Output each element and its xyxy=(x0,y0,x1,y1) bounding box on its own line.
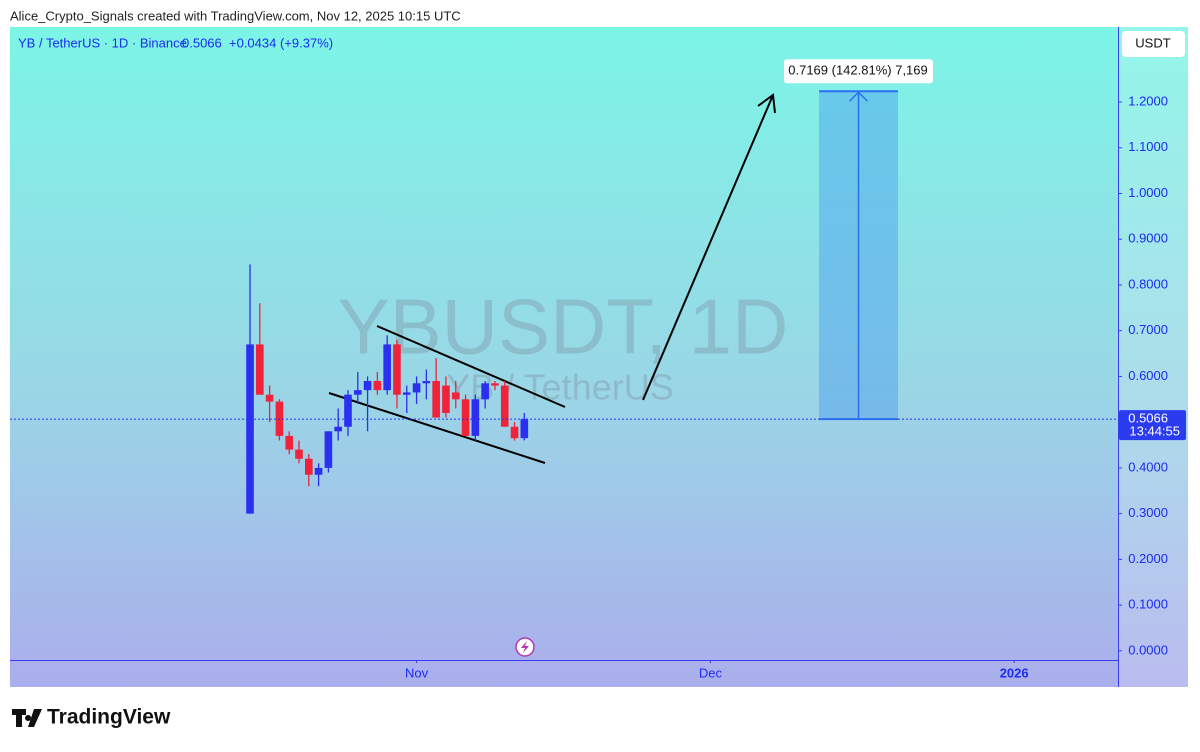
y-tick-label: 0.0000 xyxy=(1128,642,1168,657)
candle-body xyxy=(491,383,499,386)
candle-body xyxy=(344,394,352,427)
candle-body xyxy=(422,381,431,384)
legend: YB / TetherUS · 1D · Binance 0.5066 +0.0… xyxy=(18,35,333,50)
watermark-name: YB / TetherUS xyxy=(446,367,673,408)
candle-body xyxy=(500,385,509,427)
legend-symbol: YB / TetherUS · 1D · Binance xyxy=(18,35,187,50)
candle-body xyxy=(481,383,489,400)
currency-label: USDT xyxy=(1135,35,1170,50)
credit: Alice_Crypto_Signals created with Tradin… xyxy=(10,8,461,23)
legend-price: 0.5066 xyxy=(182,35,222,50)
candle-body xyxy=(265,394,274,402)
logo: TradingView xyxy=(12,706,171,729)
candle-body xyxy=(383,344,391,391)
candle-body xyxy=(246,344,254,514)
countdown: 13:44:55 xyxy=(1129,424,1180,439)
y-tick-label: 1.1000 xyxy=(1128,139,1168,154)
candle-body xyxy=(314,467,323,475)
arrow xyxy=(642,94,774,401)
y-tick-label: 0.9000 xyxy=(1128,231,1168,246)
price-axis-area xyxy=(1118,27,1188,687)
currency-button[interactable] xyxy=(1122,31,1185,57)
price-label: 0.5066 xyxy=(1128,411,1168,426)
lightning-icon xyxy=(515,637,535,657)
legend-change: +0.0434 (+9.37%) xyxy=(229,35,333,50)
y-tick-label: 0.3000 xyxy=(1128,505,1168,520)
x-tick-label: Dec xyxy=(699,665,723,680)
candle-body xyxy=(471,399,480,436)
candle-body xyxy=(510,426,519,439)
trendline xyxy=(376,325,566,408)
candle-body xyxy=(363,381,372,391)
y-tick-label: 0.2000 xyxy=(1128,551,1168,566)
candle-body xyxy=(451,392,460,400)
candle-body xyxy=(402,392,411,395)
candle-body xyxy=(412,383,421,393)
candle-body xyxy=(285,435,294,450)
candle-body xyxy=(461,399,470,436)
candle-body xyxy=(353,390,362,395)
trendline xyxy=(328,392,546,464)
price-label-box xyxy=(1119,410,1186,441)
candle-body xyxy=(432,381,440,418)
candle-body xyxy=(324,431,333,468)
candle-body xyxy=(393,344,401,395)
y-tick-label: 0.4000 xyxy=(1128,459,1168,474)
logo-text: TradingView xyxy=(47,706,171,729)
measure-arrow-head xyxy=(848,91,869,102)
y-tick-label: 0.8000 xyxy=(1128,276,1168,291)
candle-body xyxy=(373,381,382,391)
candle-body xyxy=(442,385,450,414)
watermark-ticker: YBUSDT, 1D xyxy=(338,283,789,371)
candle-body xyxy=(304,458,313,475)
measure-label-box xyxy=(784,59,933,84)
y-tick-label: 1.2000 xyxy=(1128,93,1168,108)
y-tick-label: 0.7000 xyxy=(1128,322,1168,337)
measure-label: 0.7169 (142.81%) 7,169 xyxy=(788,63,928,78)
candle-body xyxy=(256,344,264,395)
y-tick-label: 0.1000 xyxy=(1128,597,1168,612)
candle-body xyxy=(334,426,342,432)
arrow-head xyxy=(757,93,776,114)
y-tick-label: 0.6000 xyxy=(1128,368,1168,383)
y-tick-label: 1.0000 xyxy=(1128,185,1168,200)
x-tick-label: 2026 xyxy=(1000,665,1029,680)
x-tick-label: Nov xyxy=(405,665,429,680)
chart-background xyxy=(10,27,1188,687)
candle-body xyxy=(520,419,529,439)
candle-body xyxy=(295,449,303,459)
